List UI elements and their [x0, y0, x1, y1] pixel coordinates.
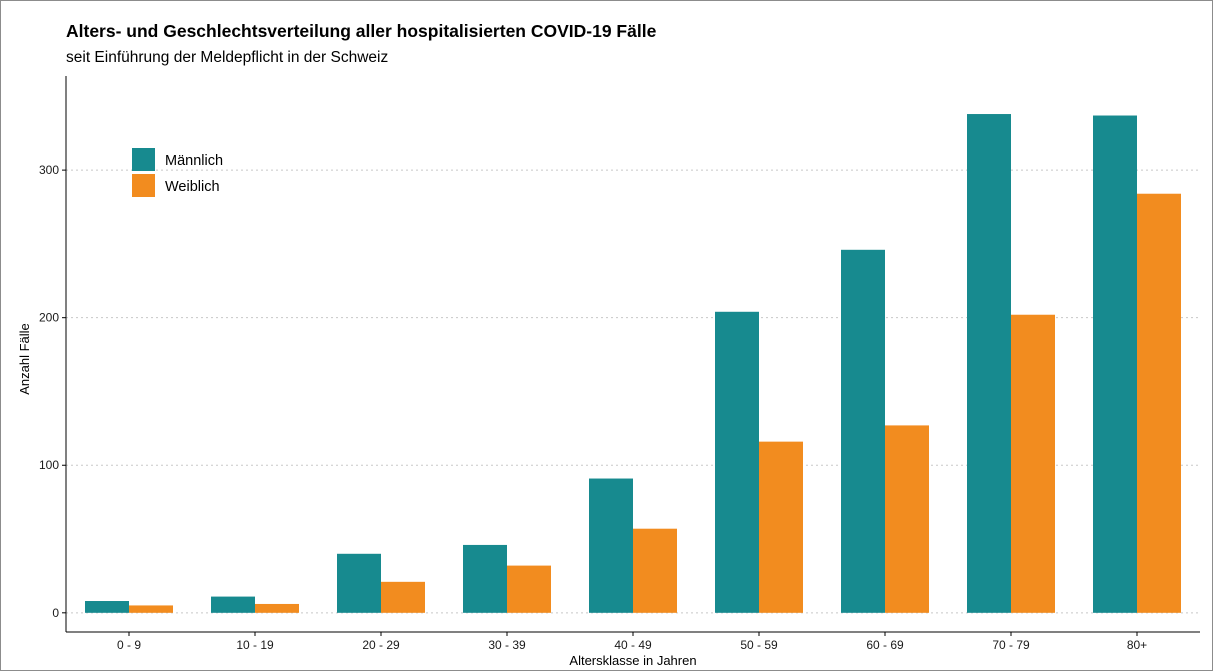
legend-label-weiblich: Weiblich — [165, 179, 220, 195]
bar-weiblich-1 — [255, 603, 299, 613]
y-tick-label-100: 100 — [39, 458, 59, 472]
chart-title: Alters- und Geschlechtsverteilung aller … — [66, 21, 657, 41]
bar-weiblich-5 — [759, 441, 803, 613]
legend-label-maennlich: Männlich — [165, 153, 223, 169]
bars — [85, 114, 1181, 613]
legend-swatch-maennlich — [132, 148, 155, 171]
bar-maennlich-6 — [841, 249, 885, 613]
bar-maennlich-3 — [463, 544, 507, 613]
bar-maennlich-0 — [85, 601, 129, 613]
y-axis-title: Anzahl Fälle — [17, 323, 32, 395]
y-tick-label-0: 0 — [52, 606, 59, 620]
x-tick-label-0: 0 - 9 — [117, 638, 141, 652]
bar-maennlich-7 — [967, 114, 1011, 613]
tick-labels: 0 100 200 300 0 - 9 10 - 19 20 - 29 30 - 39 40 -… — [39, 163, 1147, 652]
chart-subtitle: seit Einführung der Meldepflicht in der … — [66, 49, 389, 66]
bar-weiblich-0 — [129, 605, 173, 613]
x-axis-title: Altersklasse in Jahren — [569, 653, 696, 668]
bar-maennlich-1 — [211, 596, 255, 613]
legend: Männlich Weiblich — [132, 148, 223, 197]
y-tick-label-200: 200 — [39, 311, 59, 325]
bar-weiblich-8 — [1137, 193, 1181, 613]
bar-maennlich-5 — [715, 311, 759, 613]
bar-weiblich-7 — [1011, 314, 1055, 613]
x-tick-label-5: 50 - 59 — [740, 638, 778, 652]
bar-maennlich-2 — [337, 553, 381, 613]
bar-weiblich-6 — [885, 425, 929, 613]
x-tick-label-2: 20 - 29 — [362, 638, 400, 652]
x-tick-label-7: 70 - 79 — [992, 638, 1030, 652]
bar-maennlich-8 — [1093, 115, 1137, 613]
bar-weiblich-2 — [381, 581, 425, 613]
legend-swatch-weiblich — [132, 174, 155, 197]
bar-weiblich-4 — [633, 528, 677, 613]
x-tick-label-4: 40 - 49 — [614, 638, 652, 652]
x-tick-label-1: 10 - 19 — [236, 638, 274, 652]
x-tick-label-6: 60 - 69 — [866, 638, 904, 652]
y-tick-label-300: 300 — [39, 163, 59, 177]
bar-maennlich-4 — [589, 478, 633, 613]
bar-weiblich-3 — [507, 565, 551, 613]
x-tick-label-8: 80+ — [1127, 638, 1147, 652]
x-tick-label-3: 30 - 39 — [488, 638, 526, 652]
